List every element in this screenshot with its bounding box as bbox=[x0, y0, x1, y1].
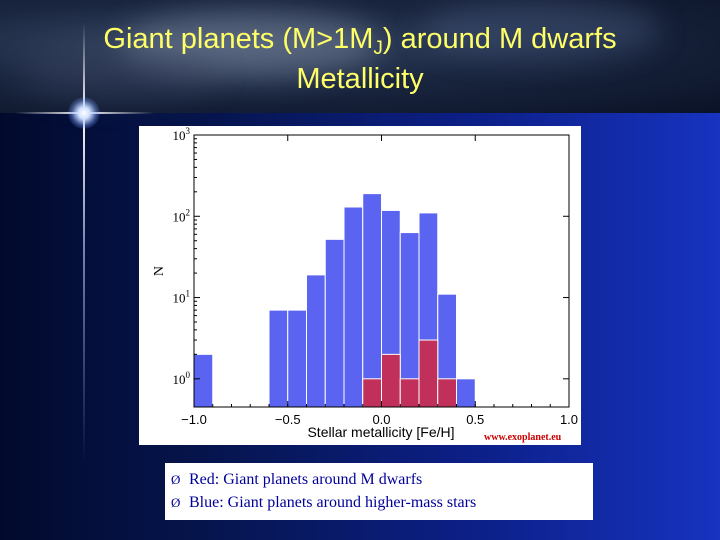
legend-text: Blue: Giant planets around higher-mass s… bbox=[189, 494, 477, 511]
x-tick-label-1: −0.5 bbox=[275, 412, 301, 427]
red-bar-0 bbox=[362, 378, 382, 408]
y-tick-label-2: 102 bbox=[173, 207, 191, 224]
histogram-chart: −1.0 −0.5 0.0 0.5 1.0 100 101 102 103 N Stellar … bbox=[152, 126, 578, 440]
x-tick-label-0: −1.0 bbox=[181, 412, 207, 427]
legend-box: Ø Red: Giant planets around M dwarfs Ø B… bbox=[165, 463, 593, 520]
y-tick-label-1: 101 bbox=[173, 289, 191, 306]
blue-bar-11 bbox=[456, 378, 476, 408]
y-axis-label: N bbox=[152, 266, 167, 276]
red-bar-1 bbox=[381, 353, 401, 408]
arrow-bullet-icon: Ø bbox=[171, 495, 181, 510]
x-tick-label-2: 0.0 bbox=[372, 412, 390, 427]
legend-item-red: Ø Red: Giant planets around M dwarfs bbox=[171, 470, 422, 490]
red-bar-4 bbox=[437, 378, 457, 408]
slide-title: Giant planets (M>1MJ) around M dwarfs bbox=[103, 23, 617, 59]
blue-bar-3 bbox=[306, 274, 326, 408]
source-watermark: www.exoplanet.eu bbox=[484, 432, 562, 443]
legend-item-blue: Ø Blue: Giant planets around higher-mass… bbox=[171, 493, 476, 513]
x-axis-label: Stellar metallicity [Fe/H] bbox=[307, 424, 454, 440]
y-tick-label-3: 103 bbox=[173, 126, 191, 143]
blue-bar-6 bbox=[362, 193, 382, 408]
blue-bar-2 bbox=[287, 309, 307, 408]
x-tick-label-4: 1.0 bbox=[560, 412, 578, 427]
blue-bar-5 bbox=[343, 206, 364, 408]
y-tick-label-0: 100 bbox=[173, 370, 191, 387]
arrow-bullet-icon: Ø bbox=[171, 472, 181, 487]
slide-subtitle: Metallicity bbox=[296, 63, 424, 95]
blue-bar-4 bbox=[324, 238, 345, 408]
red-bar-2 bbox=[399, 378, 420, 408]
histogram-panel: −1.0 −0.5 0.0 0.5 1.0 100 101 102 103 N Stellar … bbox=[139, 126, 581, 445]
header-banner bbox=[0, 0, 720, 113]
blue-bar-1 bbox=[268, 309, 289, 408]
x-tick-label-3: 0.5 bbox=[466, 412, 484, 427]
blue-bar-0 bbox=[193, 353, 214, 408]
red-bar-3 bbox=[418, 339, 439, 408]
legend-text: Red: Giant planets around M dwarfs bbox=[189, 471, 423, 488]
